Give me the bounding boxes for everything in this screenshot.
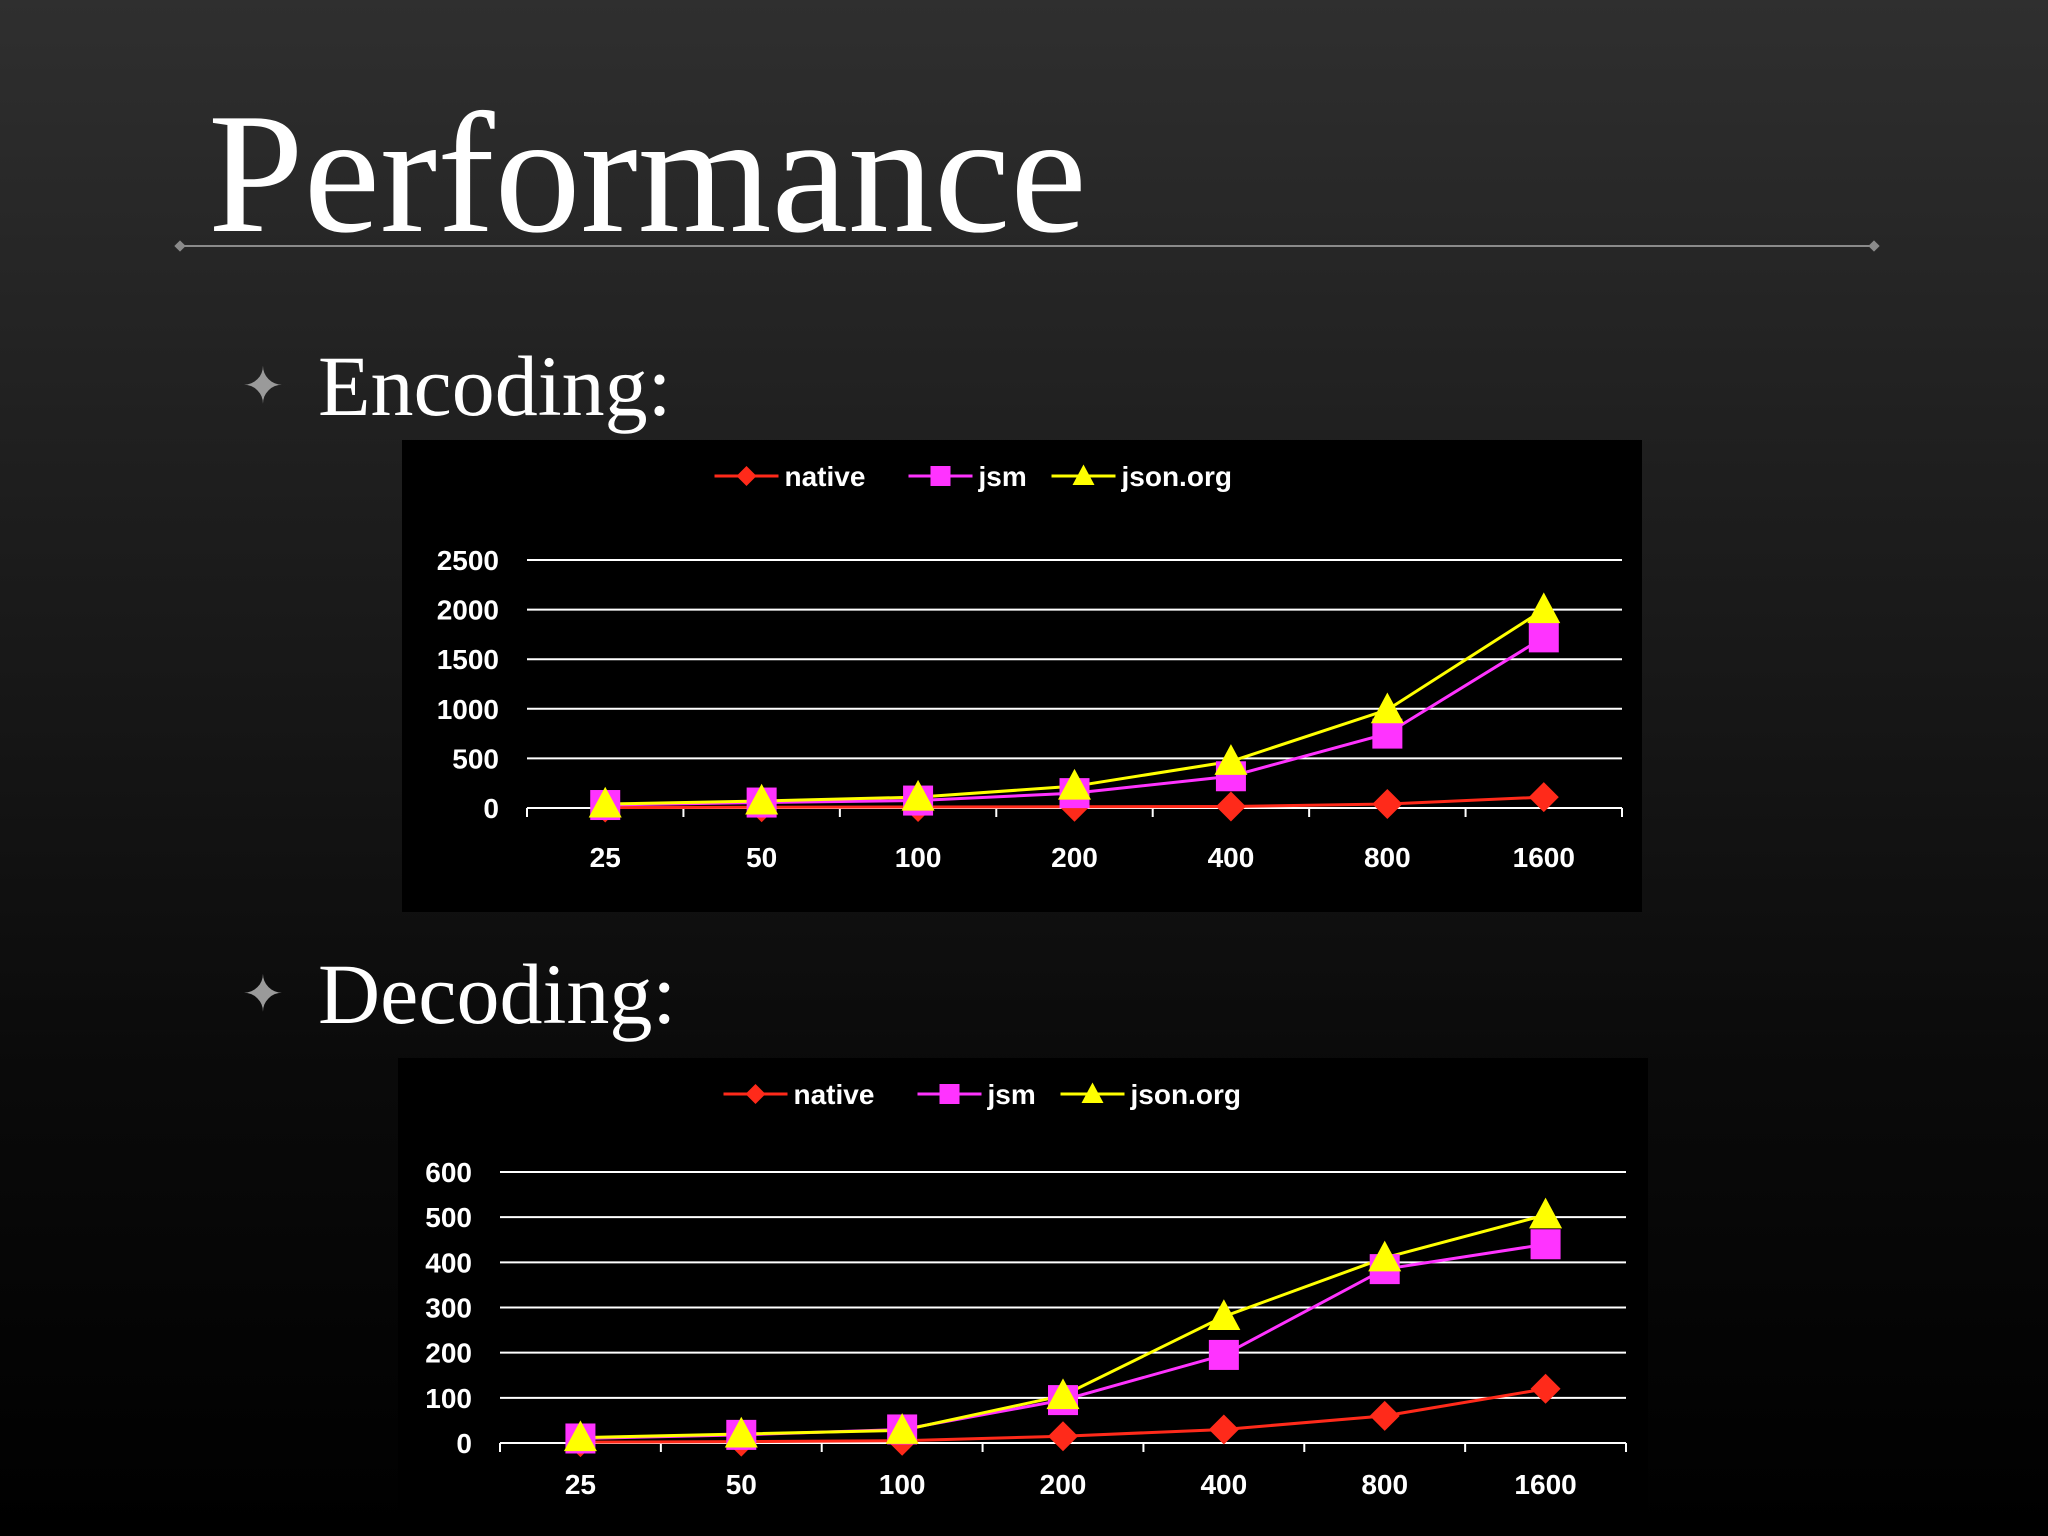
encoding-chart-svg: 0 500 1000 1500 2000 2500 25 50 100 200 400 800 1600… [437,461,1623,873]
encoding-x-tick-label: 800 [1364,842,1411,873]
decoding-y-tick-label: 100 [425,1383,472,1414]
encoding-point-jsm [1528,622,1559,653]
encoding-point-json-org [745,783,779,815]
decoding-legend-marker-native [745,1084,766,1104]
encoding-point-json-org [1214,744,1248,775]
encoding-legend-label-native: native [785,461,866,492]
divider-end-right [1868,240,1880,252]
decoding-point-jsm [1530,1229,1561,1260]
decoding-point-native [1369,1400,1400,1431]
slide-title: Performance [208,79,1087,269]
decoding-y-tick-label: 500 [425,1202,472,1233]
decoding-y-tick-label: 0 [456,1428,472,1459]
encoding-y-tick-label: 2500 [437,545,499,576]
encoding-x-tick-label: 25 [590,842,621,873]
decoding-point-jsm [1208,1339,1239,1370]
encoding-x-tick-label: 1600 [1513,842,1575,873]
encoding-x-tick-label: 100 [895,842,942,873]
decoding-legend-label-json-org: json.org [1130,1079,1241,1110]
decoding-y-tick-label: 600 [425,1157,472,1188]
encoding-x-tick-label: 50 [746,842,777,873]
decoding-legend-label-native: native [794,1079,875,1110]
encoding-point-json-org [588,786,622,818]
decoding-legend-marker-jsm [939,1084,960,1104]
decoding-x-tick-label: 25 [565,1469,596,1500]
bullet-label-decoding: Decoding: [318,946,677,1042]
encoding-point-jsm [1372,718,1403,749]
encoding-legend-label-json-org: json.org [1121,461,1232,492]
decoding-point-json-org [563,1420,597,1452]
decoding-y-tick-label: 400 [425,1247,472,1278]
encoding-point-native [1215,791,1246,822]
encoding-y-tick-label: 0 [483,793,499,824]
decoding-point-json-org [1207,1299,1241,1331]
decoding-x-tick-label: 100 [879,1469,926,1500]
encoding-point-json-org [901,779,935,811]
decoding-point-native [1048,1421,1078,1452]
encoding-y-tick-label: 1000 [437,694,499,725]
bullet-encoding: ✦ Encoding: [242,343,672,429]
decoding-point-native [1208,1414,1239,1445]
decoding-x-tick-label: 800 [1361,1469,1408,1500]
decoding-point-json-org [724,1416,758,1448]
encoding-y-tick-label: 2000 [437,595,499,626]
encoding-legend-marker-jsm [930,466,951,486]
four-point-star-icon: ✦ [242,965,284,1023]
decoding-legend-label-jsm: jsm [987,1079,1036,1110]
decoding-y-tick-label: 200 [425,1338,472,1369]
encoding-y-tick-label: 1500 [437,644,499,675]
decoding-x-tick-label: 200 [1040,1469,1087,1500]
encoding-x-tick-label: 400 [1208,842,1255,873]
decoding-point-native [1530,1373,1561,1404]
encoding-point-native [1372,789,1403,820]
decoding-point-json-org [1368,1240,1402,1272]
encoding-legend-marker-native [736,466,757,486]
decoding-chart-svg: 0 100 200 300 400 500 600 25 50 100 200 400 800 1600 n… [425,1079,1627,1500]
title-divider [174,240,1880,252]
decoding-point-json-org [885,1413,919,1444]
encoding-y-tick-label: 500 [452,743,499,774]
bullet-decoding: ✦ Decoding: [242,951,676,1037]
encoding-point-json-org [1527,592,1561,624]
decoding-legend-marker-json-org [1081,1082,1104,1103]
decoding-x-tick-label: 400 [1200,1469,1247,1500]
decoding-chart: 0 100 200 300 400 500 600 25 50 100 200 400 800 1600 n… [398,1058,1648,1536]
encoding-chart: 0 500 1000 1500 2000 2500 25 50 100 200 400 800 1600… [402,440,1642,912]
encoding-x-tick-label: 200 [1051,842,1098,873]
encoding-point-json-org [1370,692,1404,724]
encoding-legend-label-jsm: jsm [978,461,1027,492]
encoding-legend-marker-json-org [1072,464,1095,485]
decoding-x-tick-label: 50 [726,1469,757,1500]
encoding-point-json-org [1058,768,1091,800]
four-point-star-icon: ✦ [242,357,284,415]
divider-end-left [174,240,186,252]
encoding-point-native [1528,782,1559,813]
decoding-y-tick-label: 300 [425,1293,472,1324]
decoding-x-tick-label: 1600 [1514,1469,1576,1500]
decoding-point-json-org [1046,1378,1080,1410]
bullet-label-encoding: Encoding: [318,338,672,434]
decoding-point-json-org [1529,1197,1563,1229]
